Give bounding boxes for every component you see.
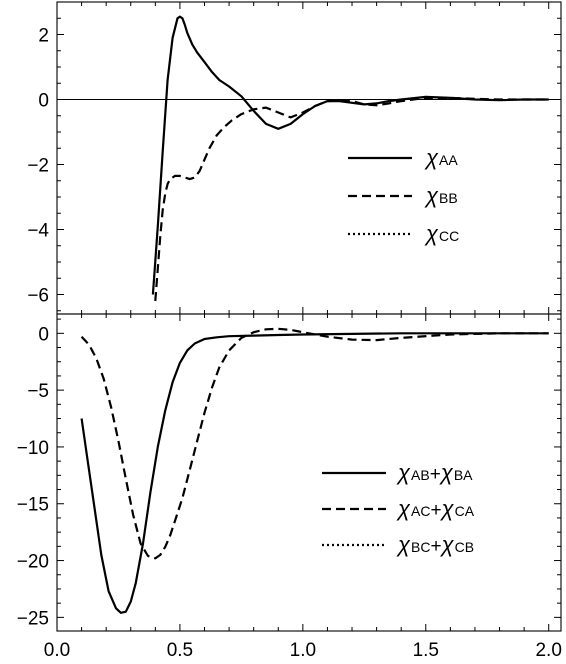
legend-label: χAC+χCA <box>396 496 475 521</box>
legend-label: χCC <box>424 221 459 246</box>
plot-frame-bottom <box>56 313 562 632</box>
y-tick-label: −5 <box>27 381 49 402</box>
legend-label: χBC+χCB <box>396 532 474 557</box>
series-line-bottom-0 <box>80 332 549 614</box>
y-tick-label: −20 <box>17 552 49 573</box>
y-tick-label: 0 <box>38 324 49 345</box>
series-line-top-0 <box>151 15 549 295</box>
legend-top: χAA χBB χCC <box>348 145 459 246</box>
x-tick-label: 0.0 <box>44 640 70 661</box>
legend-label: χAB+χBA <box>396 460 473 485</box>
y-tick-label: −15 <box>17 495 49 516</box>
y-tick-label: 2 <box>38 26 49 47</box>
series-line-bottom-1 <box>80 327 549 560</box>
y-tick-label: −2 <box>27 156 49 177</box>
y-tick-label: 0 <box>38 91 49 112</box>
y-tick-label: −6 <box>27 286 49 307</box>
x-tick-label: 2.0 <box>535 640 561 661</box>
y-tick-label: −4 <box>27 221 49 242</box>
top-panel: 2 0 −2 −4 −6 χAA χBB χCC <box>27 1 562 315</box>
x-tick-label: 1.0 <box>290 640 316 661</box>
x-tick-label: 1.5 <box>413 640 439 661</box>
legend-label: χBB <box>424 183 458 208</box>
x-tick-label: 0.5 <box>167 640 193 661</box>
y-tick-label: −25 <box>17 608 49 629</box>
series-line-top-1 <box>154 96 549 302</box>
legend-bottom: χAB+χBA χAC+χCA χBC+χCB <box>322 460 475 557</box>
bottom-panel: 0 −5 −10 −15 −20 −25 0.0 0.5 1.0 1.5 2.0 χAB+χBA χAC… <box>17 313 562 661</box>
y-tick-label: −10 <box>17 438 49 459</box>
plot-frame-top <box>56 1 562 315</box>
legend-label: χAA <box>424 145 458 170</box>
